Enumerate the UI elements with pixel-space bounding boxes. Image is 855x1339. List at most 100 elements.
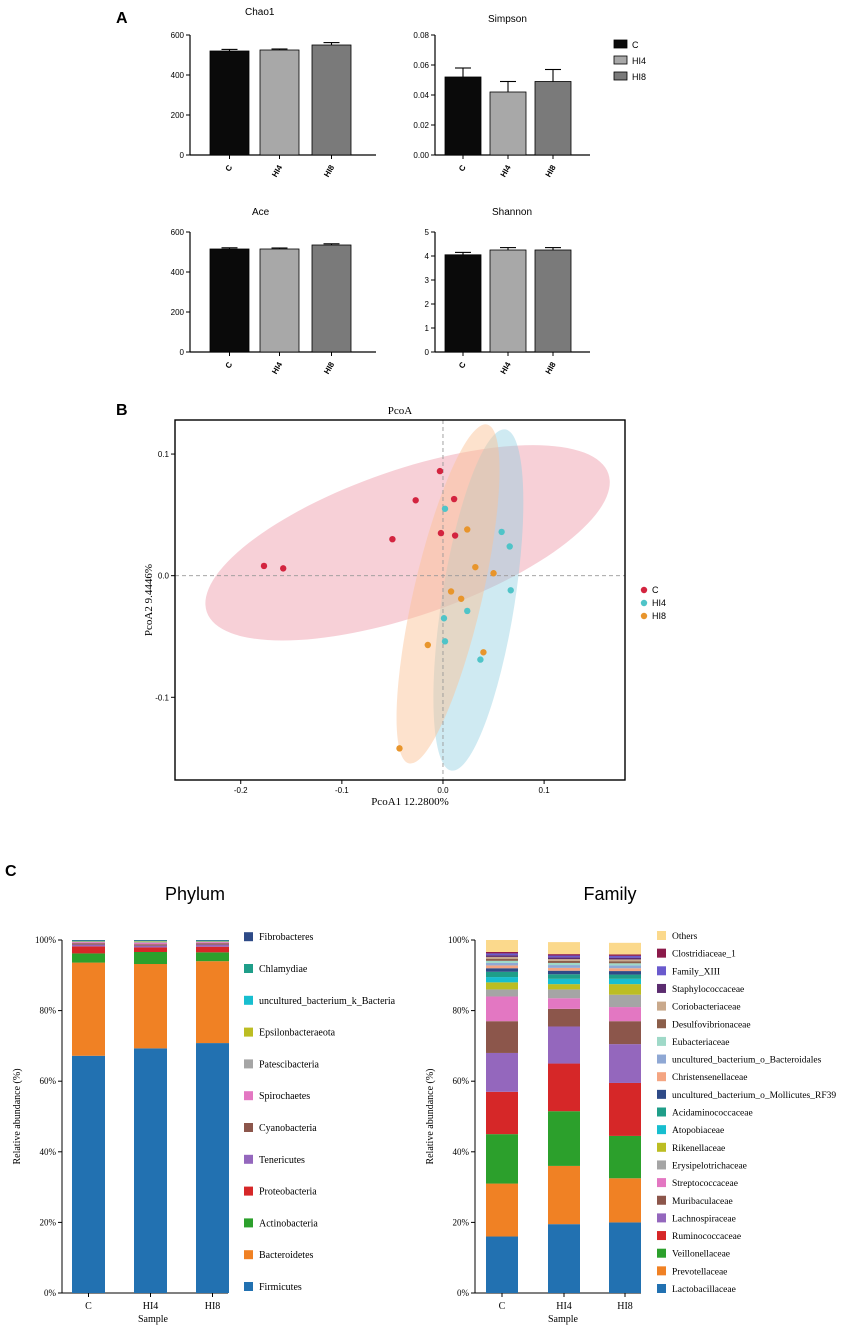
phylum-segment-patescibacteria — [72, 941, 105, 943]
panel-label-a: A — [116, 10, 128, 27]
phylum-segment-tenericutes — [134, 945, 167, 948]
family-segment-uncultured-bacterium-o-bacteroidales — [486, 962, 518, 966]
pcoa-ytick-label: 0.0 — [158, 572, 170, 581]
phylum-ytick-label: 60% — [40, 1076, 57, 1086]
shannon-ytick-label: 3 — [425, 276, 430, 285]
simpson-ytick-label: 0.00 — [413, 151, 429, 160]
family-ytick-label: 20% — [453, 1217, 470, 1227]
ace-bar-hi4 — [259, 248, 300, 353]
family-segment-acidaminococcaceae — [609, 974, 641, 979]
family-legend-swatch — [657, 966, 666, 976]
family-legend-swatch — [657, 1036, 666, 1046]
family-legend-swatch — [657, 948, 666, 958]
phylum-legend-swatch — [244, 964, 253, 973]
phylum-segment-patescibacteria — [196, 941, 229, 943]
phylum-legend-swatch — [244, 1250, 253, 1260]
phylum-ytick-label: 20% — [40, 1217, 57, 1227]
family-segment-muribaculaceae — [486, 1021, 518, 1053]
simpson-ytick-label: 0.06 — [413, 61, 429, 70]
phylum-segment-epsilonbacteraeota — [134, 941, 167, 942]
family-segment-clostridiaceae-1 — [548, 954, 580, 956]
phylum-segment-spirochaetes — [134, 942, 167, 945]
family-segment-rikenellaceae — [548, 984, 580, 990]
pcoa-point-c — [451, 532, 459, 539]
family-segment-coriobacteriaceae — [486, 956, 518, 959]
family-legend-swatch — [657, 1019, 666, 1029]
family-legend-label: Coriobacteriaceae — [672, 1003, 741, 1013]
pcoa-point-hi8 — [424, 641, 432, 649]
family-legend-swatch — [657, 1001, 666, 1011]
pcoa-point-hi8 — [480, 649, 487, 656]
ace-title: Ace — [252, 207, 270, 218]
family-legend-swatch — [657, 931, 666, 940]
alpha-legend-swatch — [613, 39, 628, 49]
shannon-ytick-label: 0 — [425, 348, 430, 357]
simpson-title: Simpson — [488, 14, 527, 25]
family-xtick-label: HI8 — [617, 1301, 633, 1312]
phylum-legend-swatch — [244, 1282, 253, 1291]
phylum-legend-label: Epsilonbacteraeota — [259, 1028, 336, 1039]
family-segment-lactobacillaceae — [486, 1236, 518, 1293]
family-segment-veillonellaceae — [486, 1134, 518, 1184]
phylum-segment-chlamydiae — [134, 940, 167, 941]
ace-ytick-label: 400 — [171, 268, 185, 277]
alpha-legend-swatch — [613, 55, 628, 65]
chao1-ytick-label: 0 — [180, 151, 185, 160]
pcoa-xtick-label: 0.1 — [539, 786, 551, 795]
pcoa-point-hi4 — [440, 615, 448, 622]
family-segment-others — [548, 942, 580, 955]
pcoa-point-hi8 — [464, 526, 471, 533]
family-segment-staphylococcaceae — [609, 957, 641, 960]
simpson-xtick-label: HI8 — [544, 163, 558, 179]
phylum-segment-proteobacteria — [134, 947, 167, 953]
family-legend-label: uncultured_bacterium_o_Bacteroidales — [672, 1056, 822, 1066]
phylum-legend-swatch — [244, 1123, 253, 1132]
phylum-segment-uncultured-bacterium-k-bacteria — [72, 940, 105, 942]
shannon-ytick-label: 4 — [425, 252, 430, 261]
phylum-legend-label: Bacteroidetes — [259, 1250, 314, 1261]
family-legend-label: uncultured_bacterium_o_Mollicutes_RF39 — [672, 1091, 836, 1101]
simpson-ytick-label: 0.02 — [413, 121, 429, 130]
simpson-bar-hi4 — [489, 91, 527, 156]
phylum-segment-proteobacteria — [72, 946, 105, 954]
family-legend-swatch — [657, 1213, 666, 1223]
phylum-segment-actinobacteria — [196, 952, 229, 962]
family-segment-clostridiaceae-1 — [486, 952, 518, 954]
family-ytick-label: 60% — [453, 1076, 470, 1086]
simpson-xtick-label: C — [457, 163, 468, 173]
phylum-ytick-label: 80% — [40, 1006, 57, 1016]
simpson-bar-hi8 — [534, 81, 572, 156]
family-legend-swatch — [657, 1125, 666, 1135]
ace-ytick-label: 600 — [171, 228, 185, 237]
pcoa-ytick-label: -0.1 — [155, 693, 169, 702]
phylum-segment-fibrobacteres — [134, 940, 167, 941]
phylum-legend-label: Chlamydiae — [259, 964, 308, 975]
family-segment-streptococcaceae — [609, 1007, 641, 1022]
family-segment-uncultured-bacterium-o-mollicutes-rf39 — [486, 968, 518, 972]
family-segment-family-xiii — [609, 955, 641, 958]
phylum-segment-epsilonbacteraeota — [72, 941, 105, 942]
phylum-segment-actinobacteria — [134, 952, 167, 965]
family-legend-swatch — [657, 1089, 666, 1099]
chao1-bar-hi8 — [311, 44, 352, 156]
family-legend-label: Atopobiaceae — [672, 1126, 724, 1136]
pcoa-xtick-label: 0.0 — [437, 786, 449, 795]
chao1-title: Chao1 — [245, 7, 275, 18]
chao1-ytick-label: 400 — [171, 71, 185, 80]
ace-xtick-label: C — [224, 360, 235, 370]
family-segment-christensenellaceae — [609, 968, 641, 972]
pcoa-point-c — [260, 562, 268, 570]
ace-ytick-label: 200 — [171, 308, 185, 317]
simpson-xtick-label: HI4 — [499, 163, 513, 179]
phylum-segment-cyanobacteria — [72, 943, 105, 945]
family-segment-uncultured-bacterium-o-mollicutes-rf39 — [548, 970, 580, 975]
phylum-legend-label: Spirochaetes — [259, 1091, 310, 1102]
shannon-title: Shannon — [492, 207, 532, 218]
pcoa-point-c — [389, 535, 396, 543]
pcoa-ellipse-hi4 — [433, 429, 524, 771]
phylum-segment-proteobacteria — [196, 946, 229, 953]
phylum-segment-chlamydiae — [72, 940, 105, 941]
ace-ytick-label: 0 — [180, 348, 185, 357]
family-segment-lactobacillaceae — [548, 1224, 580, 1293]
